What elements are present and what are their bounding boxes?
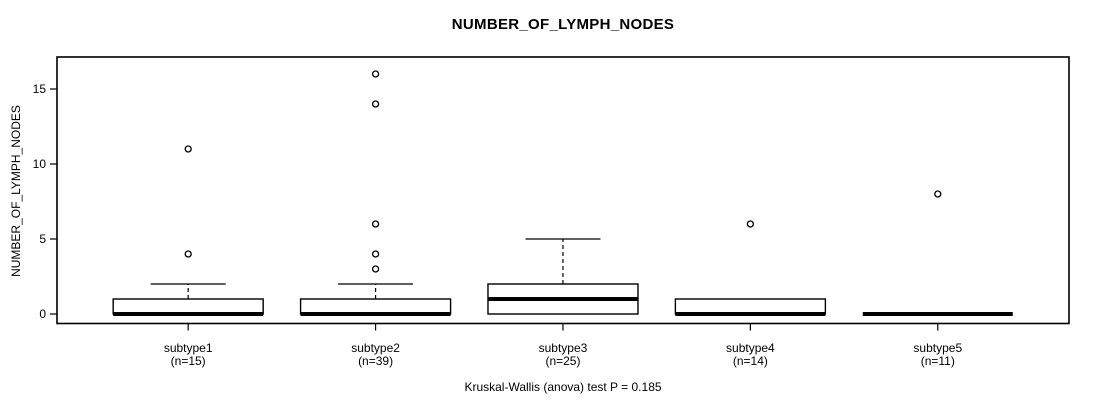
outlier-point <box>371 220 380 228</box>
outlier-point <box>371 100 380 108</box>
outlier-point <box>371 250 380 258</box>
x-tick-label: subtype5 <box>913 341 962 355</box>
x-tick-label: subtype1 <box>164 341 213 355</box>
x-tick-n-label: (n=15) <box>171 354 206 368</box>
y-tick-label: 10 <box>33 157 47 171</box>
outlier-point <box>184 145 192 153</box>
outlier-point <box>746 220 755 228</box>
kruskal-wallis-note: Kruskal-Wallis (anova) test P = 0.185 <box>464 380 662 394</box>
x-tick-label: subtype3 <box>539 341 588 355</box>
iqr-box <box>112 298 264 315</box>
x-tick-label: subtype2 <box>351 341 400 355</box>
outlier-point <box>184 250 192 258</box>
x-tick-label: subtype4 <box>726 341 775 355</box>
y-tick-label: 15 <box>33 82 47 96</box>
iqr-box <box>674 298 827 315</box>
y-tick-label: 5 <box>39 232 46 246</box>
x-tick-n-label: (n=25) <box>545 354 580 368</box>
iqr-box <box>299 298 452 315</box>
outlier-point <box>371 70 380 78</box>
x-tick-n-label: (n=39) <box>358 354 393 368</box>
chart-title: NUMBER_OF_LYMPH_NODES <box>451 16 675 33</box>
x-tick-n-label: (n=11) <box>921 354 955 368</box>
x-tick-n-label: (n=14) <box>733 354 768 368</box>
y-tick-label: 0 <box>39 307 46 321</box>
outlier-point <box>934 190 942 198</box>
outlier-point <box>371 265 380 273</box>
